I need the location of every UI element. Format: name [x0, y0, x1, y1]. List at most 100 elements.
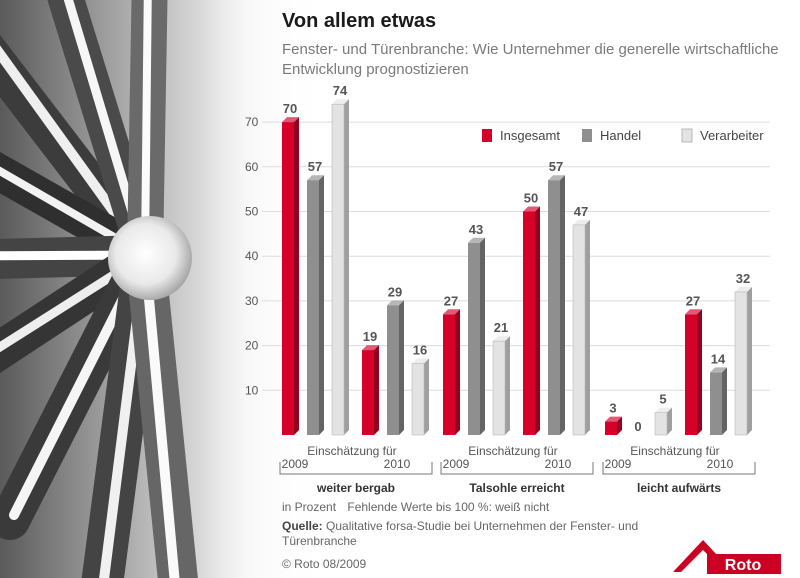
category-label: weiter bergab	[316, 481, 395, 495]
value-label: 70	[283, 101, 297, 116]
y-tick-label: 10	[245, 383, 259, 397]
chart-title: Von allem etwas	[282, 10, 437, 32]
category-bracket	[279, 462, 433, 475]
bar-top	[468, 237, 485, 243]
bar-top	[412, 358, 429, 364]
group-caption: Einschätzung für	[468, 444, 557, 458]
bar-side	[585, 219, 590, 435]
bar-top	[387, 300, 404, 306]
value-label: 5	[659, 392, 666, 407]
group-caption: Einschätzung für	[307, 444, 396, 458]
value-label: 50	[524, 191, 538, 206]
bar	[362, 350, 374, 435]
source-note: Quelle: Qualitative forsa-Studie bei Unt…	[282, 519, 642, 549]
legend-label: Verarbeiter	[700, 128, 764, 143]
value-label: 27	[686, 293, 700, 308]
bar	[710, 372, 722, 435]
decorative-photo	[0, 0, 330, 578]
bar	[282, 122, 294, 435]
bar	[307, 180, 319, 435]
unit-label: in Prozent	[282, 500, 337, 514]
legend-swatch	[582, 129, 592, 142]
chart-subtitle: Fenster- und Türenbranche: Wie Unternehm…	[282, 41, 779, 78]
bar	[411, 363, 425, 436]
y-tick-label: 50	[245, 205, 259, 219]
bar-side	[617, 416, 622, 435]
bar-top	[655, 407, 672, 413]
bar-top	[548, 175, 565, 181]
bar-side	[455, 309, 460, 435]
value-label: 21	[494, 320, 508, 335]
bar	[387, 305, 399, 435]
bar-top	[735, 286, 752, 292]
legend-swatch	[482, 129, 492, 142]
legend-swatch	[681, 128, 693, 143]
bar-side	[294, 117, 299, 435]
bar	[468, 242, 480, 435]
bar	[523, 211, 535, 435]
category-bracket	[440, 462, 594, 475]
y-tick-label: 20	[245, 339, 259, 353]
bar-side	[667, 407, 672, 435]
legend: Insgesamt Handel Verarbeiter	[482, 128, 764, 143]
bar-side	[399, 300, 404, 435]
y-axis-ticks: 10 20 30 40 50 60 70	[245, 115, 259, 397]
bar	[654, 412, 668, 436]
bar	[734, 291, 748, 436]
footnotes: in Prozent Fehlende Werte bis 100 %: wei…	[282, 500, 642, 572]
category-bracket	[602, 462, 756, 475]
value-label: 3	[609, 401, 616, 416]
bar-top	[685, 309, 702, 315]
value-label: 0	[634, 419, 641, 434]
bar-side	[505, 336, 510, 435]
source-label: Quelle:	[282, 519, 323, 533]
bar-side	[480, 237, 485, 435]
bar-top	[332, 99, 349, 105]
category-label: leicht aufwärts	[637, 481, 721, 495]
bar	[443, 314, 455, 435]
bar	[572, 224, 586, 436]
bar-series	[282, 99, 752, 436]
bar-side	[722, 367, 727, 435]
year-label: 2009	[282, 457, 309, 471]
value-label: 19	[363, 329, 377, 344]
bar-top	[710, 367, 727, 373]
y-tick-label: 60	[245, 160, 259, 174]
value-label: 43	[469, 222, 483, 237]
bar-top	[282, 117, 299, 123]
bar-top	[493, 336, 510, 342]
bar-top	[523, 206, 540, 212]
bar	[685, 314, 697, 435]
bar-top	[573, 219, 590, 225]
copyright: © Roto 08/2009	[282, 557, 367, 571]
y-tick-label: 70	[245, 115, 259, 129]
year-label: 2010	[707, 457, 734, 471]
bar	[492, 340, 506, 436]
bar-top	[307, 175, 324, 181]
value-label: 27	[444, 293, 458, 308]
bar-side	[344, 99, 349, 435]
value-label: 32	[736, 271, 750, 286]
bar-side	[424, 358, 429, 435]
value-labels: 70 57 74 19 29 16 27 43 21 50 57 47 3 0 5 27 14 32	[283, 83, 750, 434]
bar-side	[747, 286, 752, 435]
y-tick-label: 40	[245, 249, 259, 263]
logo-text: Roto	[725, 557, 762, 574]
unit-note: in Prozent Fehlende Werte bis 100 %: wei…	[282, 500, 642, 515]
group-caption: Einschätzung für	[630, 444, 719, 458]
value-label: 29	[388, 284, 402, 299]
bar-top	[443, 309, 460, 315]
legend-label: Insgesamt	[500, 128, 560, 143]
legend-label: Handel	[600, 128, 641, 143]
bar-top	[362, 345, 379, 351]
year-label: 2010	[384, 457, 411, 471]
year-label: 2009	[443, 457, 470, 471]
bar-side	[560, 175, 565, 435]
year-label: 2010	[545, 457, 572, 471]
bar-side	[374, 345, 379, 435]
bar-top	[605, 416, 622, 422]
year-label: 2009	[605, 457, 632, 471]
bar	[548, 180, 560, 435]
